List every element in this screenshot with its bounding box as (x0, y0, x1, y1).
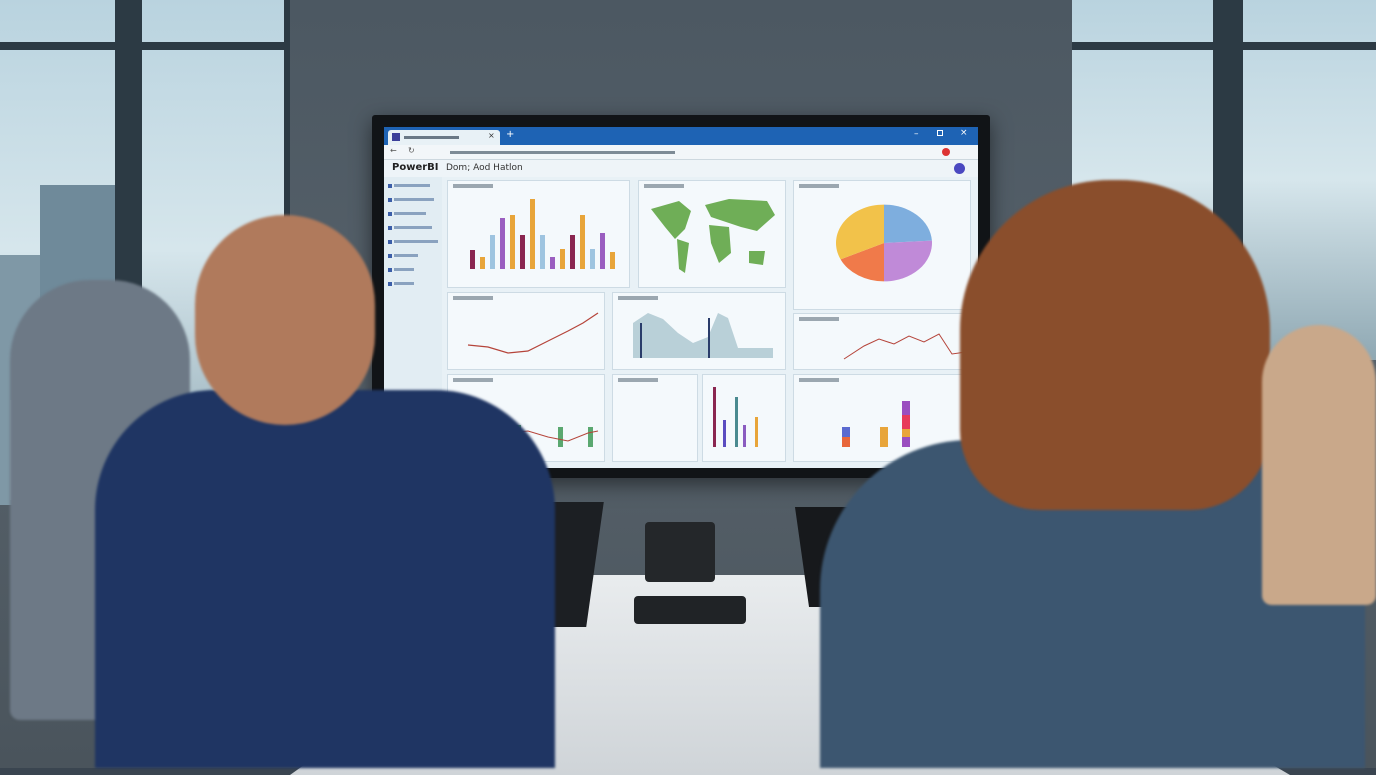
minimize-icon[interactable]: – (914, 129, 919, 139)
panel-title (453, 296, 493, 300)
pie-slice (884, 240, 932, 282)
data-table-panel[interactable] (612, 374, 698, 462)
app-header: PowerBI Dom; Aod Hatlon (384, 160, 978, 177)
line-chart-panel[interactable] (447, 292, 605, 370)
conference-camera (645, 522, 715, 582)
sidebar-item[interactable] (388, 194, 438, 205)
area-chart (633, 313, 773, 358)
bar (510, 214, 515, 269)
panel-title (644, 184, 684, 188)
pie-slice (884, 204, 932, 243)
sidebar-item[interactable] (388, 180, 438, 191)
bar (480, 257, 485, 269)
panel-title (618, 378, 658, 382)
browser-tab-bar: × + – × (384, 127, 978, 145)
sidebar-item[interactable] (388, 236, 438, 247)
bar (600, 233, 605, 269)
speakerphone (634, 596, 746, 624)
bar (490, 235, 495, 269)
bar-chart-panel[interactable] (447, 180, 630, 288)
bar (590, 248, 595, 269)
address-bar[interactable]: ← ↻ (384, 145, 978, 160)
tab-title (404, 136, 459, 139)
wall-tv: × + – × ← ↻ PowerBI Dom; Aod Hatlon (372, 115, 990, 478)
bar (500, 218, 505, 269)
sidebar-item[interactable] (388, 264, 438, 275)
line-chart (467, 312, 599, 354)
area-chart-panel[interactable] (612, 292, 786, 370)
close-window-icon[interactable]: × (960, 128, 968, 138)
bar (530, 199, 535, 269)
bar (470, 250, 475, 269)
world-map (651, 199, 775, 273)
dashboard-title: Dom; Aod Hatlon (446, 163, 523, 173)
man-blue-suit-head (195, 215, 375, 425)
trend-chart-panel[interactable] (793, 313, 969, 370)
bar (580, 214, 585, 269)
window-frame (0, 42, 290, 50)
bar (550, 257, 555, 269)
back-icon[interactable]: ← (390, 146, 397, 155)
app-name: PowerBI (392, 162, 439, 173)
bar (570, 235, 575, 269)
stacked-bar-chart (842, 401, 910, 447)
panel-title (453, 184, 493, 188)
tab-close-icon[interactable]: × (488, 131, 495, 140)
bar (610, 252, 615, 269)
pie-slice (836, 204, 884, 260)
sidebar-item[interactable] (388, 278, 438, 289)
bar (560, 248, 565, 269)
column-chart (713, 387, 758, 447)
new-tab-icon[interactable]: + (506, 129, 515, 140)
trend-line-chart (843, 333, 967, 360)
pie-chart (836, 204, 932, 282)
pie-slice (840, 243, 884, 282)
panel-title (618, 296, 658, 300)
sidebar-item[interactable] (388, 208, 438, 219)
window-frame (1072, 42, 1376, 50)
tab-favicon-icon (392, 133, 400, 141)
bar (540, 235, 545, 269)
browser-tab[interactable]: × (388, 130, 500, 145)
woman-smiling (1262, 325, 1376, 605)
reload-icon[interactable]: ↻ (408, 146, 415, 155)
woman-foreground-hair (960, 180, 1270, 510)
url-text (450, 151, 675, 154)
sidebar-item[interactable] (388, 222, 438, 233)
sidebar-item[interactable] (388, 250, 438, 261)
column-chart-panel[interactable] (702, 374, 786, 462)
man-blue-suit (95, 390, 555, 768)
panel-title (799, 378, 839, 382)
map-panel[interactable] (638, 180, 786, 288)
pie-chart-panel[interactable] (793, 180, 971, 310)
panel-title (453, 378, 493, 382)
user-avatar[interactable] (954, 163, 965, 174)
panel-title (799, 184, 839, 188)
panel-title (799, 317, 839, 321)
profile-icon[interactable] (942, 148, 950, 156)
maximize-icon[interactable] (937, 130, 943, 136)
bar (520, 235, 525, 269)
